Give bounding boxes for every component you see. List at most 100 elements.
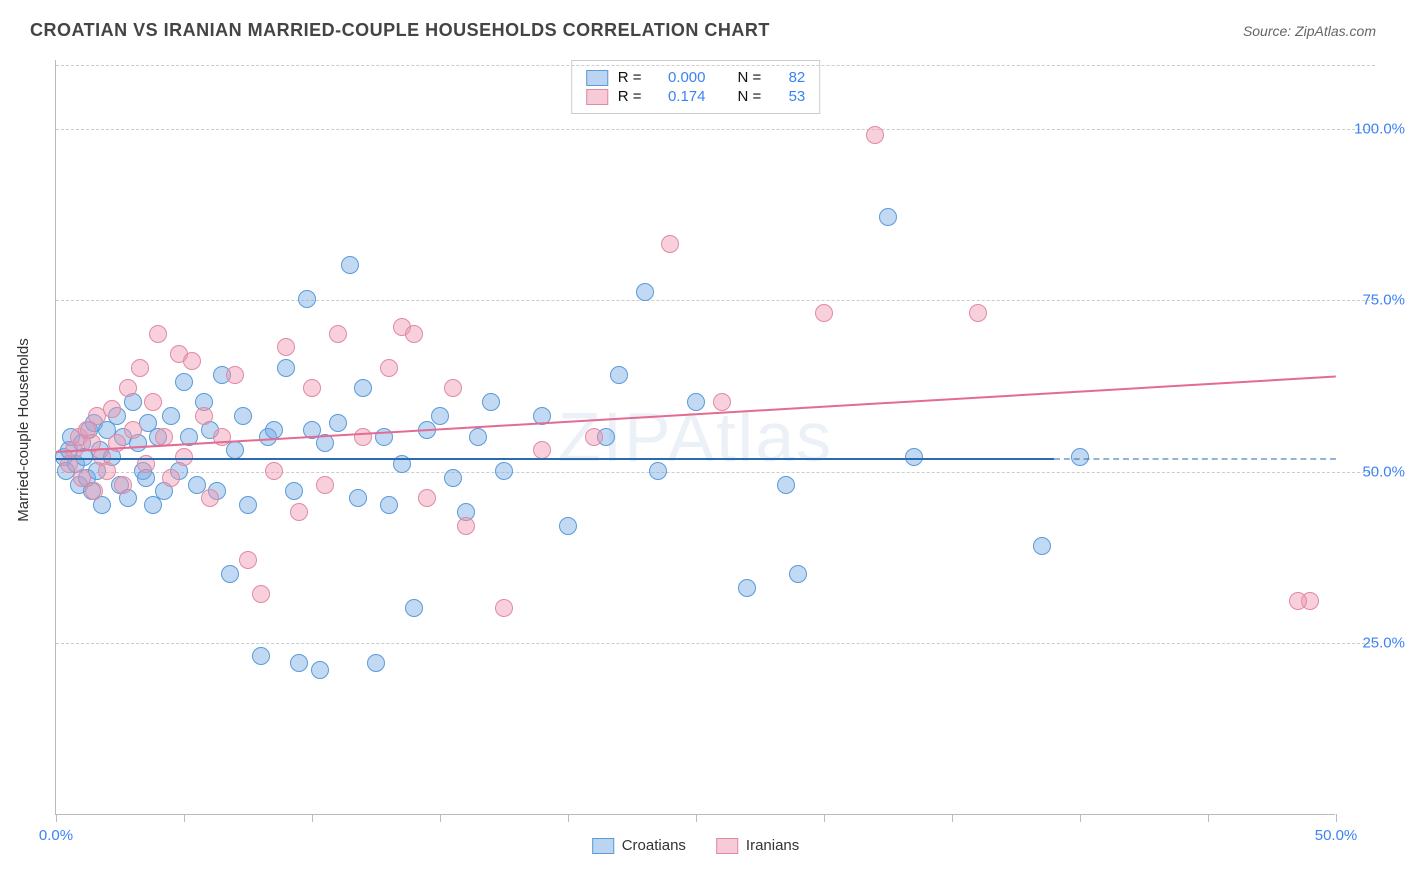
x-tick <box>696 814 697 822</box>
gridline <box>56 643 1375 644</box>
data-point <box>144 393 162 411</box>
data-point <box>713 393 731 411</box>
data-point <box>661 235 679 253</box>
swatch-iranians-icon <box>716 838 738 854</box>
data-point <box>252 647 270 665</box>
data-point <box>124 421 142 439</box>
data-point <box>103 400 121 418</box>
n-value-iranians: 53 <box>775 88 805 105</box>
data-point <box>175 373 193 391</box>
y-axis-label: Married-couple Households <box>15 338 32 521</box>
x-tick <box>1336 814 1337 822</box>
data-point <box>162 407 180 425</box>
data-point <box>239 496 257 514</box>
legend-item-croatians: Croatians <box>592 837 686 854</box>
trend-line <box>56 458 1054 460</box>
data-point <box>375 428 393 446</box>
data-point <box>277 359 295 377</box>
y-tick-label: 100.0% <box>1354 120 1405 137</box>
x-tick <box>184 814 185 822</box>
x-tick <box>56 814 57 822</box>
data-point <box>226 366 244 384</box>
y-tick-label: 75.0% <box>1362 292 1405 309</box>
swatch-iranians-icon <box>586 89 608 105</box>
gridline <box>56 300 1375 301</box>
data-point <box>114 476 132 494</box>
legend-label-croatians: Croatians <box>622 837 686 854</box>
data-point <box>149 325 167 343</box>
data-point <box>482 393 500 411</box>
data-point <box>969 304 987 322</box>
data-point <box>349 489 367 507</box>
data-point <box>444 469 462 487</box>
data-point <box>495 599 513 617</box>
data-point <box>354 379 372 397</box>
data-point <box>1289 592 1307 610</box>
data-point <box>380 496 398 514</box>
n-value-croatians: 82 <box>775 69 805 86</box>
x-tick <box>568 814 569 822</box>
n-label: N = <box>738 69 762 86</box>
data-point <box>444 379 462 397</box>
data-point <box>469 428 487 446</box>
data-point <box>201 489 219 507</box>
x-tick-label: 0.0% <box>39 827 73 844</box>
data-point <box>738 579 756 597</box>
data-point <box>341 256 359 274</box>
data-point <box>98 462 116 480</box>
data-point <box>239 551 257 569</box>
data-point <box>329 414 347 432</box>
legend-label-iranians: Iranians <box>746 837 799 854</box>
data-point <box>777 476 795 494</box>
data-point <box>329 325 347 343</box>
r-label: R = <box>618 88 642 105</box>
data-point <box>405 325 423 343</box>
data-point <box>815 304 833 322</box>
data-point <box>265 462 283 480</box>
x-tick <box>440 814 441 822</box>
data-point <box>285 482 303 500</box>
data-point <box>298 290 316 308</box>
header: CROATIAN VS IRANIAN MARRIED-COUPLE HOUSE… <box>0 0 1406 51</box>
x-tick <box>312 814 313 822</box>
data-point <box>195 407 213 425</box>
swatch-croatians-icon <box>592 838 614 854</box>
gridline <box>56 65 1375 66</box>
swatch-croatians-icon <box>586 70 608 86</box>
legend-item-iranians: Iranians <box>716 837 799 854</box>
data-point <box>221 565 239 583</box>
data-point <box>277 338 295 356</box>
data-point <box>610 366 628 384</box>
x-tick-label: 50.0% <box>1315 827 1358 844</box>
data-point <box>866 126 884 144</box>
data-point <box>234 407 252 425</box>
data-point <box>405 599 423 617</box>
data-point <box>418 489 436 507</box>
data-point <box>316 476 334 494</box>
data-point <box>290 503 308 521</box>
data-point <box>155 428 173 446</box>
x-tick <box>1080 814 1081 822</box>
data-point <box>585 428 603 446</box>
data-point <box>354 428 372 446</box>
r-value-croatians: 0.000 <box>656 69 706 86</box>
y-tick-label: 25.0% <box>1362 635 1405 652</box>
source-attribution: Source: ZipAtlas.com <box>1243 23 1376 39</box>
data-point <box>380 359 398 377</box>
data-point <box>879 208 897 226</box>
gridline <box>56 472 1375 473</box>
data-point <box>162 469 180 487</box>
r-label: R = <box>618 69 642 86</box>
data-point <box>495 462 513 480</box>
gridline <box>56 129 1375 130</box>
x-tick <box>1208 814 1209 822</box>
data-point <box>559 517 577 535</box>
data-point <box>431 407 449 425</box>
data-point <box>311 661 329 679</box>
legend-row-iranians: R = 0.174 N = 53 <box>586 88 806 105</box>
stats-legend: R = 0.000 N = 82 R = 0.174 N = 53 <box>571 60 821 114</box>
source-name: ZipAtlas.com <box>1295 23 1376 39</box>
data-point <box>1033 537 1051 555</box>
data-point <box>457 517 475 535</box>
data-point <box>183 352 201 370</box>
